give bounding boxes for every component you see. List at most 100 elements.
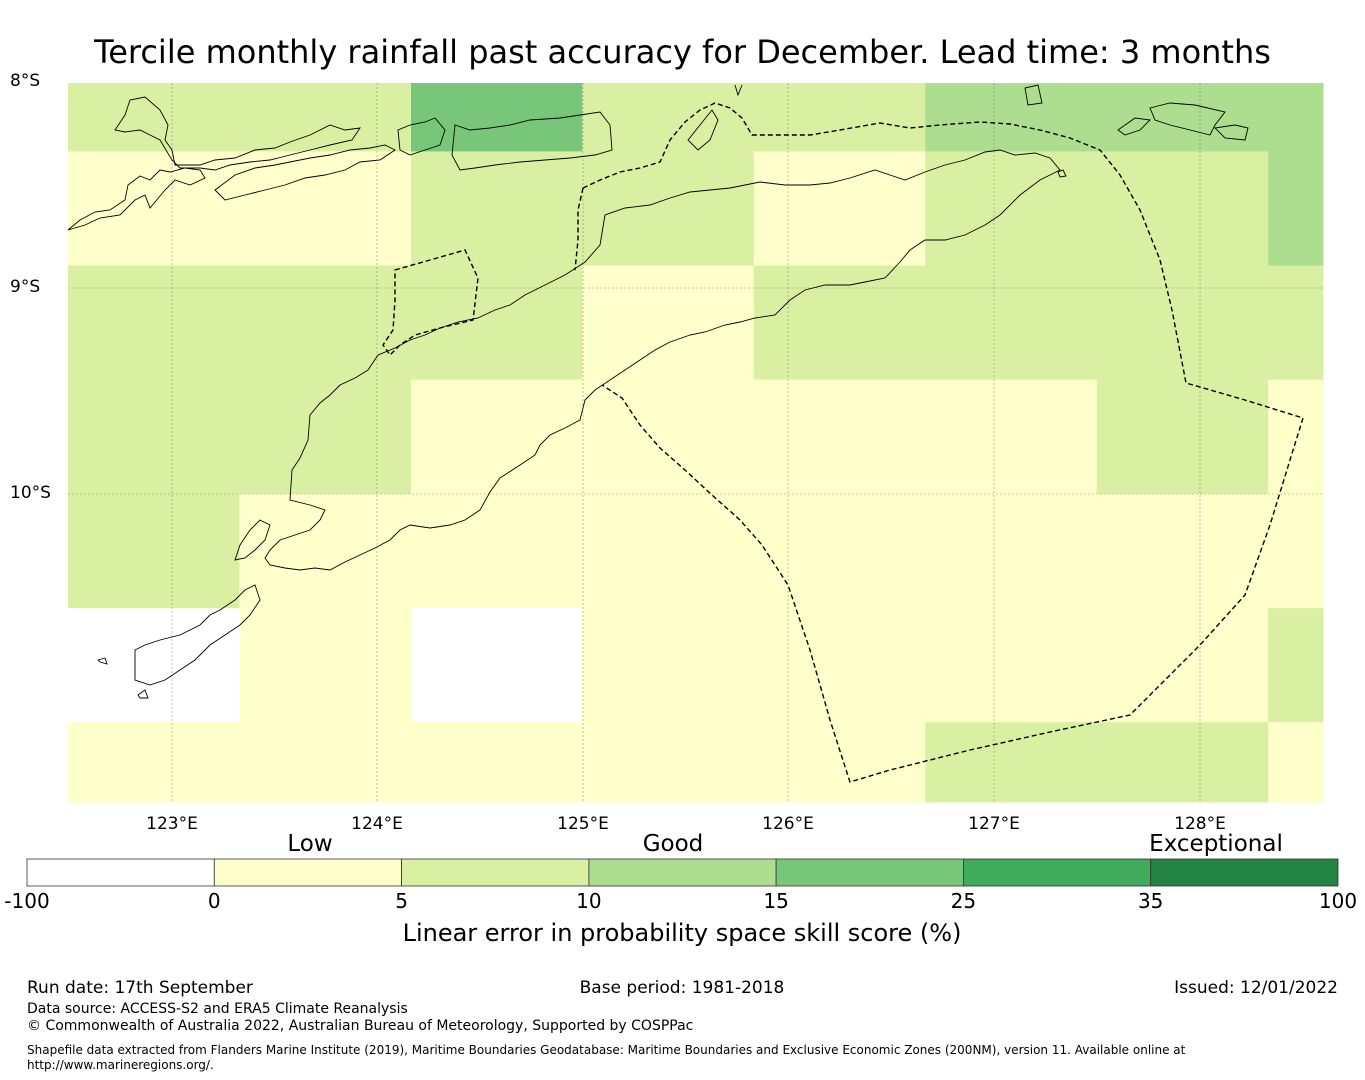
colorbar-segment <box>1150 858 1339 887</box>
grid-cell <box>1268 608 1324 723</box>
grid-cell <box>411 151 583 267</box>
eez-boundary-oecusse <box>382 249 479 357</box>
colorbar-segment <box>963 858 1152 887</box>
colorbar-segment <box>26 858 215 887</box>
lat-label-8s: 8°S <box>10 71 41 91</box>
grid-cell <box>925 379 1098 495</box>
grid-cell <box>582 493 755 609</box>
coastlines <box>67 84 1249 699</box>
grid-cell <box>411 83 583 152</box>
colorbar-category-good: Good <box>642 831 704 857</box>
grid-cell <box>1268 379 1324 495</box>
coastline-moa <box>1149 102 1226 136</box>
grid-cell <box>1268 265 1324 381</box>
coastline-wetar <box>451 111 613 171</box>
grid-cell <box>753 379 926 495</box>
colorbar-segment <box>775 858 964 887</box>
grid-cell <box>239 608 412 723</box>
grid-cell <box>753 83 926 152</box>
grid-cell <box>411 265 583 381</box>
grid-cell <box>925 151 1098 267</box>
colorbar-tick-label: 5 <box>395 889 408 913</box>
coastline-tiny-north <box>734 84 743 97</box>
eez-boundary-west <box>574 187 584 271</box>
colorbar-tick-label: -100 <box>4 889 50 913</box>
colorbar-label: Linear error in probability space skill … <box>402 919 962 947</box>
lon-label-123e: 123°E <box>146 814 198 834</box>
grid-cell <box>753 722 926 803</box>
coastline-wetar-west <box>397 117 446 156</box>
lat-label-9s: 9°S <box>10 277 41 297</box>
skill-score-grid <box>68 83 1324 803</box>
grid-cell <box>68 265 240 381</box>
grid-cell <box>753 151 926 267</box>
coastline-kisar <box>1057 169 1067 178</box>
colorbar-category-low: Low <box>287 831 333 857</box>
grid-cell <box>411 722 583 803</box>
grid-cell <box>68 83 240 152</box>
coastline-atauro <box>687 109 719 151</box>
graticule <box>68 83 1323 802</box>
coastline-semau <box>234 519 271 561</box>
grid-cell <box>925 265 1098 381</box>
colorbar-tick-label: 10 <box>576 889 602 913</box>
eez-boundary-timor-leste <box>582 102 1304 783</box>
coastline-romang <box>1024 84 1043 106</box>
grid-cell <box>925 722 1098 803</box>
grid-cell <box>582 608 755 723</box>
grid-cell <box>411 608 583 723</box>
run-date: Run date: 17th September <box>27 978 253 998</box>
grid-cell <box>1096 265 1269 381</box>
lon-label-125e: 125°E <box>557 814 609 834</box>
grid-cell <box>1096 379 1269 495</box>
grid-cell <box>1268 151 1324 267</box>
grid-cell <box>925 608 1098 723</box>
colorbar-tick-label: 15 <box>763 889 789 913</box>
colorbar-category-exceptional: Exceptional <box>1149 831 1283 857</box>
coastline-flores <box>67 167 206 231</box>
colorbar-tick-label: 0 <box>207 889 221 913</box>
grid-cell <box>68 379 240 495</box>
colorbar-segment <box>401 858 590 887</box>
lon-label-127e: 127°E <box>968 814 1020 834</box>
grid-cell <box>925 493 1098 609</box>
coastline-small-isle <box>137 689 149 699</box>
data-source: Data source: ACCESS-S2 and ERA5 Climate … <box>27 1001 408 1017</box>
issued-date: Issued: 12/01/2022 <box>1174 978 1338 998</box>
colorbar-tick-label: 35 <box>1137 889 1164 913</box>
grid-cell <box>1096 608 1269 723</box>
lon-label-124e: 124°E <box>351 814 403 834</box>
colorbar-tick-label: 100 <box>1318 889 1358 913</box>
grid-cell <box>1268 722 1324 803</box>
coastline-timor <box>264 149 1061 571</box>
base-period: Base period: 1981-2018 <box>579 978 785 998</box>
grid-cell <box>1268 83 1324 152</box>
grid-cell <box>239 722 412 803</box>
shapefile-credit: Shapefile data extracted from Flanders M… <box>27 1043 1186 1057</box>
lon-label-128e: 128°E <box>1174 814 1226 834</box>
coastline-rote <box>134 584 261 686</box>
shapefile-url: http://www.marineregions.org/. <box>27 1058 214 1072</box>
grid-cell <box>68 608 240 723</box>
grid-cell <box>68 151 240 267</box>
grid-cell <box>925 83 1098 152</box>
grid-cell <box>582 379 755 495</box>
maritime-boundary <box>382 102 1304 783</box>
grid-cell <box>1268 493 1324 609</box>
grid-cell <box>239 83 412 152</box>
lat-label-10s: 10°S <box>10 483 51 503</box>
colorbar-segment <box>588 858 777 887</box>
grid-cell <box>239 493 412 609</box>
grid-cell <box>411 493 583 609</box>
coastline-lembata <box>114 96 361 171</box>
coastline-damer <box>1117 117 1151 136</box>
grid-cell <box>582 265 755 381</box>
colorbar-tick-label: 25 <box>950 889 977 913</box>
grid-cell <box>1096 83 1269 152</box>
grid-cell <box>582 151 755 267</box>
grid-cell <box>1096 151 1269 267</box>
grid-cell <box>753 493 926 609</box>
grid-cell <box>68 722 240 803</box>
